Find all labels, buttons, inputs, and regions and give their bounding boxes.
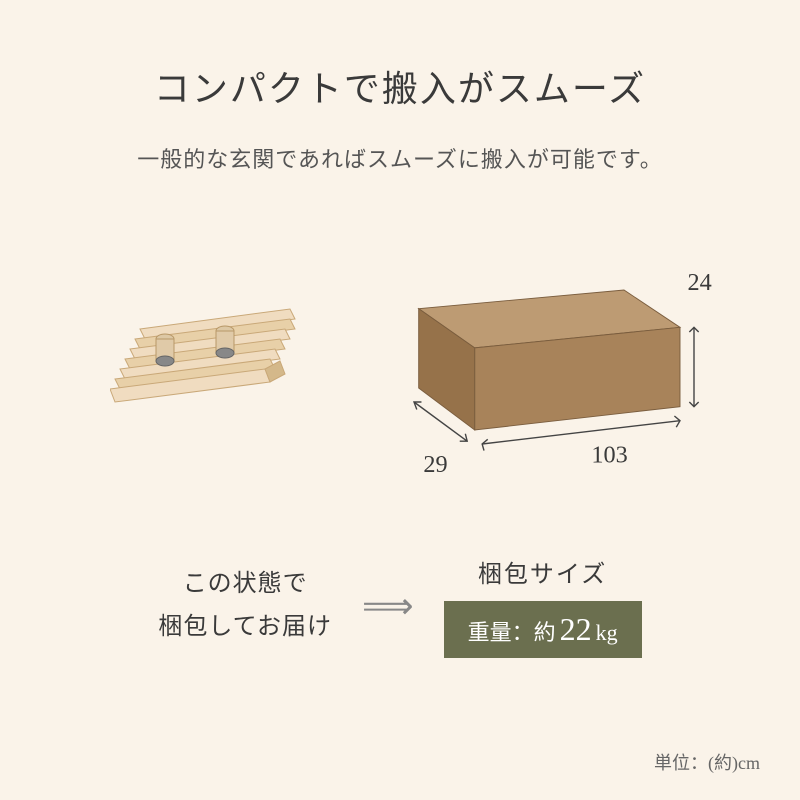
delivery-state-text: この状態で 梱包してお届け — [158, 563, 332, 649]
main-title: コンパクトで搬入がスムーズ — [154, 60, 646, 112]
dim-height: 24 — [687, 269, 711, 296]
arrow-icon: ⟹ — [362, 585, 414, 627]
weight-value: 22 — [560, 611, 592, 648]
bottom-row: この状態で 梱包してお届け ⟹ 梱包サイズ 重量：約 22 kg — [40, 554, 760, 658]
weight-badge: 重量：約 22 kg — [444, 601, 642, 658]
content-row: 24 103 29 — [40, 234, 760, 514]
weight-unit: kg — [596, 620, 618, 646]
dim-length: 103 — [591, 442, 627, 469]
weight-prefix: 重量：約 — [468, 615, 556, 647]
left-text-line1: この状態で — [158, 563, 332, 606]
package-size-label: 梱包サイズ — [478, 554, 607, 589]
box-shape — [419, 290, 680, 430]
left-text-line2: 梱包してお届け — [158, 606, 332, 649]
subtitle: 一般的な玄関であればスムーズに搬入が可能です。 — [137, 142, 662, 174]
package-info: 梱包サイズ 重量：約 22 kg — [444, 554, 642, 658]
wood-illustration — [110, 304, 310, 444]
product-image — [70, 274, 350, 474]
dim-width: 29 — [423, 451, 447, 478]
box-diagram: 24 103 29 — [350, 234, 730, 514]
unit-note: 単位：(約)cm — [654, 749, 760, 775]
